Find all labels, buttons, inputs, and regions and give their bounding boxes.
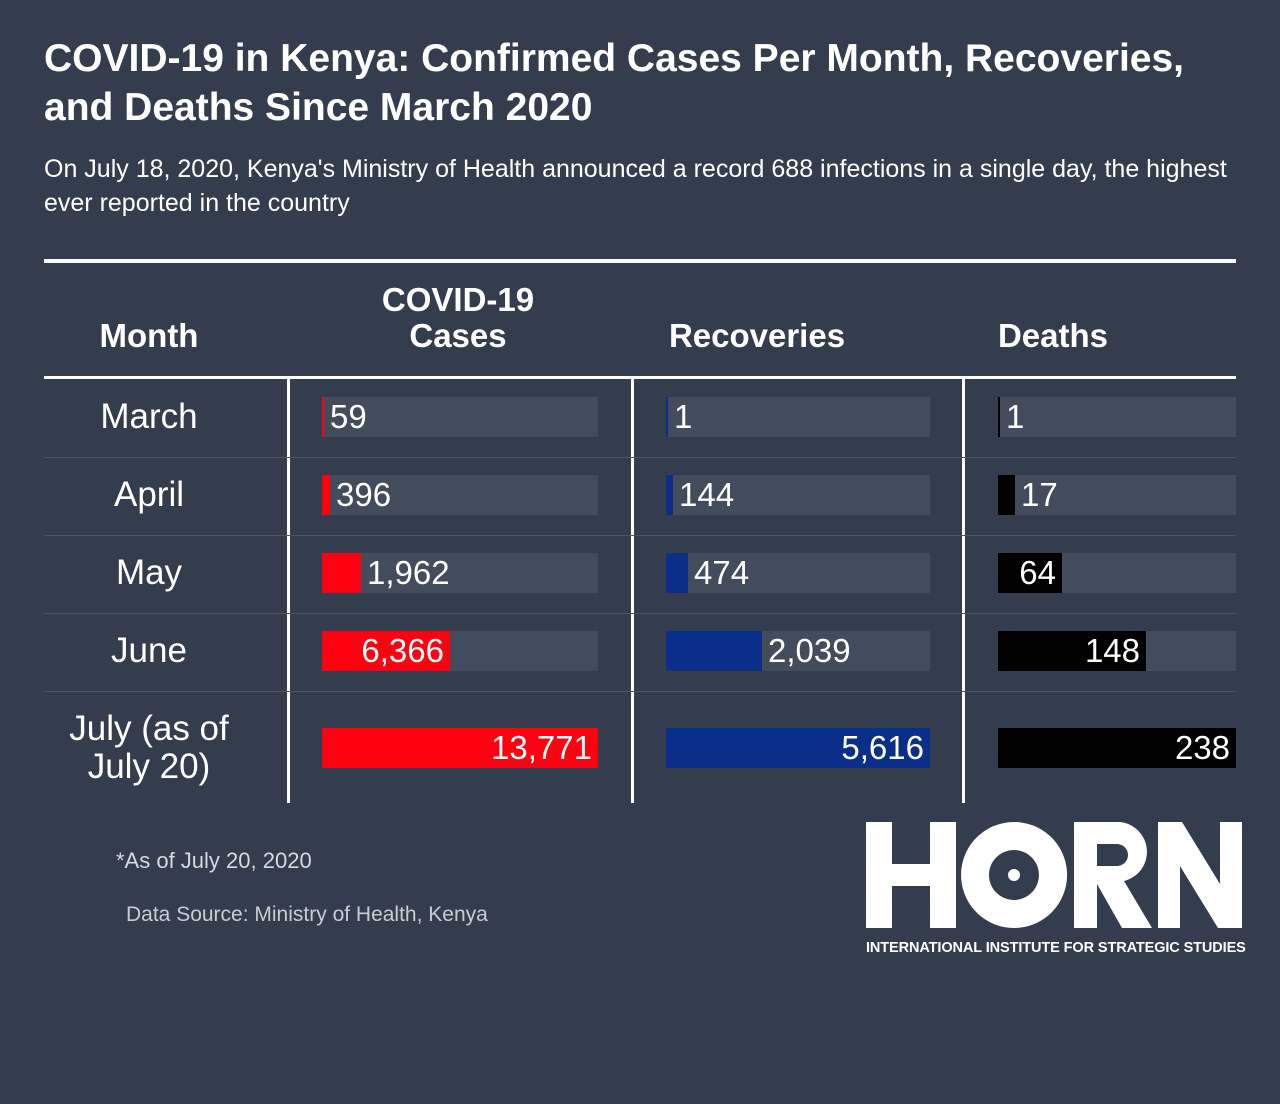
column-divider: [287, 379, 290, 803]
chart-subtitle: On July 18, 2020, Kenya's Ministry of He…: [44, 155, 1227, 217]
deaths-value-label: 238: [1174, 729, 1230, 766]
deaths-bar: [998, 553, 1062, 593]
table-top-rule: [44, 259, 1236, 263]
cases-bar: [322, 553, 361, 593]
header-month: Month: [99, 317, 199, 354]
cases-value-label: 1,962: [367, 554, 450, 591]
header-deaths: Deaths: [997, 317, 1109, 354]
deaths-bar-track: 1: [998, 397, 1236, 437]
recoveries-bar: [666, 397, 668, 437]
deaths-value-label: 64: [1019, 554, 1056, 591]
deaths-bar: [998, 728, 1236, 768]
cases-bar-track: 6,366: [322, 631, 598, 671]
chart-title: COVID-19 in Kenya: Confirmed Cases Per M…: [44, 37, 1184, 129]
cases-bar: [322, 475, 330, 515]
recoveries-bar: [666, 631, 762, 671]
month-label: March: [100, 397, 198, 436]
deaths-value-label: 148: [1084, 632, 1140, 669]
deaths-bar: [998, 631, 1146, 671]
deaths-bar: [998, 475, 1015, 515]
deaths-bar: [998, 397, 1000, 437]
recoveries-bar-track: 2,039: [666, 631, 930, 671]
row-divider: [44, 691, 1236, 692]
recoveries-value-label: 1: [674, 398, 693, 435]
table-header-rule: [44, 376, 1236, 379]
deaths-bar-track: 238: [998, 728, 1236, 768]
deaths-bar-track: 148: [998, 631, 1236, 671]
header-recoveries: Recoveries: [668, 317, 846, 354]
month-label: April: [113, 475, 185, 514]
header-cases: COVID-19 Cases: [381, 281, 535, 354]
recoveries-bar: [666, 475, 673, 515]
data-source: Data Source: Ministry of Health, Kenya: [126, 903, 488, 926]
deaths-value-label: 1: [1006, 398, 1025, 435]
month-label: May: [115, 553, 183, 592]
month-label: July (as of July 20): [69, 709, 229, 786]
month-label: June: [111, 631, 187, 670]
cases-value-label: 59: [330, 398, 367, 435]
logo-subtitle: INTERNATIONAL INSTITUTE FOR STRATEGIC ST…: [866, 940, 1246, 956]
cases-value-label: 13,771: [491, 729, 592, 766]
cases-bar: [322, 631, 450, 671]
recoveries-bar-track: 1: [666, 397, 930, 437]
recoveries-value-label: 2,039: [768, 632, 851, 669]
cases-bar-track: 59: [322, 397, 598, 437]
cases-bar-track: 1,962: [322, 553, 598, 593]
cases-bar-track: 396: [322, 475, 598, 515]
row-divider: [44, 613, 1236, 614]
recoveries-value-label: 5,616: [841, 729, 924, 766]
cases-value-label: 396: [336, 476, 392, 513]
cases-bar: [322, 728, 598, 768]
cases-bar-track: 13,771: [322, 728, 598, 768]
recoveries-bar-track: 5,616: [666, 728, 930, 768]
recoveries-value-label: 474: [694, 554, 750, 591]
deaths-bar-track: 17: [998, 475, 1236, 515]
recoveries-bar-track: 144: [666, 475, 930, 515]
cases-bar: [322, 397, 324, 437]
recoveries-bar: [666, 728, 930, 768]
row-divider: [44, 457, 1236, 458]
column-divider: [962, 379, 965, 803]
row-divider: [44, 535, 1236, 536]
deaths-bar-track: 64: [998, 553, 1236, 593]
column-divider: [631, 379, 634, 803]
recoveries-bar-track: 474: [666, 553, 930, 593]
recoveries-bar: [666, 553, 688, 593]
deaths-value-label: 17: [1021, 476, 1058, 513]
footnote: *As of July 20, 2020: [116, 848, 312, 873]
horn-logo: [866, 822, 1242, 928]
recoveries-value-label: 144: [679, 476, 735, 513]
cases-value-label: 6,366: [361, 632, 444, 669]
